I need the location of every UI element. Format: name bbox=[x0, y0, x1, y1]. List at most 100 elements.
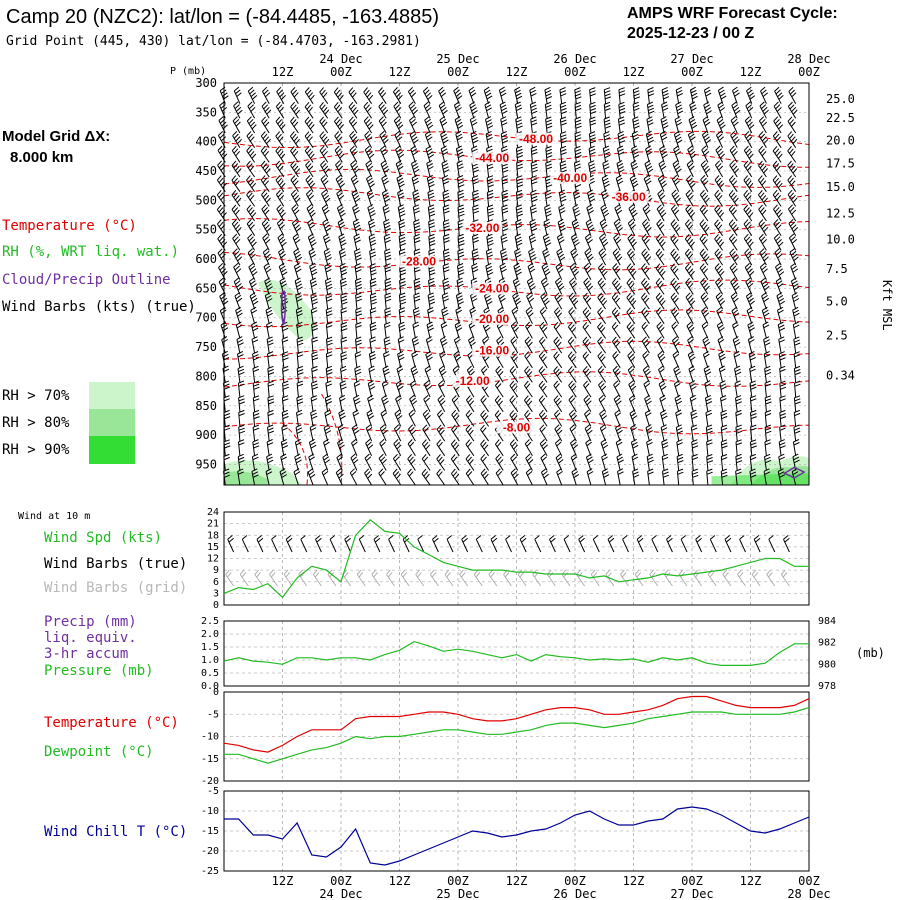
wind-barb bbox=[468, 86, 477, 104]
wind-barb bbox=[296, 321, 303, 339]
bottom-time-tick-label: 00Z bbox=[564, 874, 586, 888]
wind-barb bbox=[397, 189, 405, 207]
wind-barb bbox=[322, 218, 332, 236]
wind-barb bbox=[392, 453, 402, 471]
wind-barb bbox=[305, 175, 316, 192]
wind-barb bbox=[384, 307, 392, 324]
wind-barb bbox=[471, 262, 479, 280]
wind-barb bbox=[772, 175, 783, 192]
wind-barb bbox=[354, 263, 362, 280]
wind-barb bbox=[501, 175, 509, 192]
wind-barb bbox=[644, 159, 654, 178]
wind-barb bbox=[480, 424, 490, 442]
wind-barb bbox=[700, 175, 709, 192]
wind-barb bbox=[641, 307, 650, 324]
wind-barb bbox=[673, 365, 681, 383]
wind-barb bbox=[398, 219, 406, 236]
wind-barb bbox=[689, 380, 697, 398]
wind-barb bbox=[720, 424, 728, 442]
wind-barb bbox=[746, 306, 754, 324]
wind-barb bbox=[395, 159, 404, 178]
legend-pressure: Pressure (mb) bbox=[44, 663, 154, 679]
wind-barb bbox=[720, 468, 728, 486]
top-time-tick-label: 12Z bbox=[506, 65, 528, 79]
wind-barb bbox=[574, 116, 582, 134]
wind-barb bbox=[584, 233, 593, 251]
wind-barb bbox=[703, 86, 712, 104]
bottom-time-tick-label: 12Z bbox=[740, 874, 762, 888]
wind-barb bbox=[675, 409, 682, 427]
wind-barb bbox=[779, 409, 787, 427]
wind-barb bbox=[589, 116, 596, 134]
wind-barb bbox=[266, 321, 273, 339]
wind-barb bbox=[264, 292, 273, 310]
wind-barb bbox=[779, 380, 787, 398]
wind-barb bbox=[714, 219, 724, 236]
wind-barb bbox=[261, 204, 270, 222]
wind-barb bbox=[469, 306, 477, 324]
wind-barb bbox=[773, 101, 782, 119]
wind-barb bbox=[787, 204, 797, 222]
wind-barb bbox=[732, 321, 739, 339]
wind-barb bbox=[335, 468, 344, 486]
wind-barb bbox=[774, 248, 783, 266]
wind-barb bbox=[656, 321, 665, 339]
wind-barb bbox=[319, 87, 329, 104]
wind-barb bbox=[792, 439, 800, 456]
wind-barb bbox=[280, 438, 289, 456]
height-tick-label: 20.0 bbox=[826, 134, 855, 148]
wind-barb bbox=[446, 535, 454, 553]
wind-barb bbox=[275, 145, 286, 163]
wind-barb bbox=[758, 160, 768, 178]
wind-barb bbox=[429, 569, 439, 587]
temperature-contour-line bbox=[223, 279, 810, 297]
wind-barb bbox=[408, 409, 416, 427]
wind-barb bbox=[611, 307, 621, 324]
temperature-contour-label: -8.00 bbox=[503, 420, 531, 434]
bottom-time-tick-label: 00Z bbox=[798, 874, 820, 888]
wind-barb bbox=[731, 101, 741, 119]
wind-barb bbox=[735, 453, 743, 471]
wind-barb bbox=[588, 160, 596, 178]
wind-barb bbox=[338, 233, 347, 251]
wind-barb bbox=[685, 292, 696, 310]
wind-barb bbox=[281, 395, 289, 412]
wind-barb bbox=[792, 321, 800, 339]
wind-barb bbox=[238, 409, 245, 427]
wind-barb bbox=[776, 292, 785, 310]
wind-barb bbox=[490, 535, 498, 553]
wind-barb bbox=[655, 233, 666, 251]
wind-barb bbox=[561, 569, 571, 587]
wind-barb bbox=[764, 380, 772, 398]
wind-barb bbox=[364, 453, 373, 471]
wind-barb bbox=[744, 116, 755, 134]
legend-wind-spd: Wind Spd (kts) bbox=[44, 530, 162, 546]
wind-barb bbox=[685, 277, 694, 295]
wind-barb bbox=[617, 145, 625, 163]
wind-barb bbox=[686, 321, 695, 339]
temperature-contour-line bbox=[223, 417, 810, 435]
wind-barb bbox=[678, 569, 688, 587]
wind-barb bbox=[684, 219, 694, 236]
wind-barb bbox=[321, 189, 331, 207]
temperature-contour-label: -48.00 bbox=[519, 132, 553, 146]
wind-barb bbox=[631, 453, 639, 471]
wind-barb bbox=[703, 101, 712, 119]
wind-barb bbox=[295, 307, 303, 324]
temperature-contour-label: -24.00 bbox=[475, 281, 509, 295]
wind-barb bbox=[398, 233, 406, 251]
wind-barb bbox=[534, 535, 542, 553]
wind-barb bbox=[485, 130, 493, 148]
wind-barb bbox=[408, 424, 417, 442]
wind-barb bbox=[256, 535, 264, 553]
wind-barb bbox=[252, 409, 260, 427]
wind-barb bbox=[453, 101, 462, 119]
wind-barb bbox=[699, 189, 710, 207]
wind-barb bbox=[437, 380, 446, 398]
top-date-label: 27 Dec bbox=[670, 52, 713, 66]
wind-barb bbox=[470, 130, 479, 148]
wind-barb bbox=[643, 174, 652, 192]
wind-barb bbox=[252, 395, 260, 412]
wind-barb bbox=[384, 292, 392, 310]
wind-barb bbox=[423, 101, 432, 119]
